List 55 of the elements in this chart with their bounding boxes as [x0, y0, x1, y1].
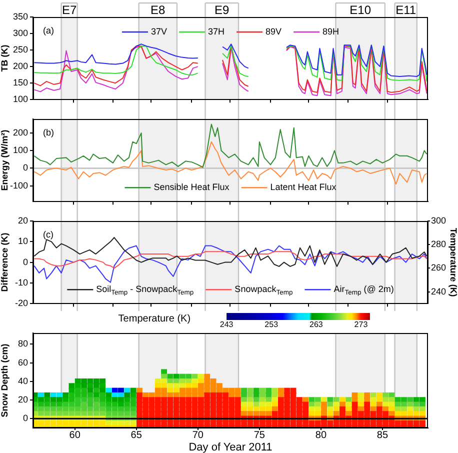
y-axis-title: TB (K)	[0, 44, 10, 72]
color-bar-label: 263	[309, 320, 324, 330]
legend-label: Latent Heat Flux	[270, 182, 337, 192]
y-tick-label: -20	[14, 298, 28, 308]
y-axis-title: Energy (W/m²)	[0, 130, 10, 191]
x-tick-label: 65	[130, 430, 142, 441]
color-bar-label: 243	[220, 320, 234, 330]
y-tick-label: 0	[22, 413, 28, 424]
y-tick-label: 350	[12, 11, 28, 22]
y-tick-label: 100	[12, 145, 28, 156]
y-tick-label: 100	[12, 94, 28, 104]
y-tick-label: -10	[14, 277, 28, 288]
band-label: E11	[396, 2, 416, 17]
y2-tick-label: 240	[431, 286, 446, 296]
x-axis-title: Day of Year 2011	[188, 442, 272, 453]
y-tick-label: 0	[22, 256, 28, 267]
y-tick-label: 40	[18, 376, 28, 386]
color-bar-label: 273	[354, 320, 368, 330]
y2-tick-label: 300	[431, 215, 446, 226]
y-tick-label: 200	[12, 61, 28, 72]
y2-tick-label: 260	[431, 262, 446, 273]
legend-label: Sensible Heat Flux	[154, 182, 230, 192]
annotation: (a)	[43, 25, 54, 36]
y-tick-label: 20	[18, 215, 28, 226]
y-tick-label: 300	[12, 28, 28, 38]
x-tick-label: 75	[254, 430, 266, 441]
y-tick-label: 60	[18, 357, 28, 368]
annotation: (c)	[43, 229, 54, 240]
x-tick-label: 85	[376, 430, 388, 441]
y-tick-label: 10	[18, 236, 28, 246]
x-tick-label: 70	[192, 430, 204, 441]
color-bar-label: 253	[264, 320, 279, 330]
color-bar-title: Temperature (K)	[118, 313, 191, 324]
y2-axis-title: Temperature (K)	[448, 228, 458, 297]
y-tick-label: 80	[18, 338, 28, 349]
y-axis-title: Difference (K)	[0, 232, 10, 292]
x-tick-label: 80	[315, 430, 327, 441]
y-tick-label: 150	[12, 78, 28, 88]
y-tick-label: 250	[12, 44, 28, 55]
legend-label: 89V	[266, 26, 282, 36]
band-label: E7	[62, 2, 77, 17]
y-tick-label: -100	[10, 180, 28, 190]
annotation: (b)	[43, 127, 54, 138]
x-tick-label: 60	[69, 430, 81, 441]
legend-label: 37H	[208, 26, 225, 36]
y-tick-label: 20	[18, 394, 28, 405]
legend-label: 89H	[322, 26, 340, 36]
y-tick-label: 0	[22, 162, 28, 173]
y-tick-label: 200	[12, 128, 28, 138]
y-axis-title: Snow Depth (cm)	[0, 344, 10, 418]
legend-label: 37V	[150, 26, 167, 36]
y2-tick-label: 280	[431, 239, 446, 250]
band-label: E8	[150, 2, 166, 17]
band-label: E9	[214, 2, 230, 17]
band-label: E10	[350, 2, 372, 17]
